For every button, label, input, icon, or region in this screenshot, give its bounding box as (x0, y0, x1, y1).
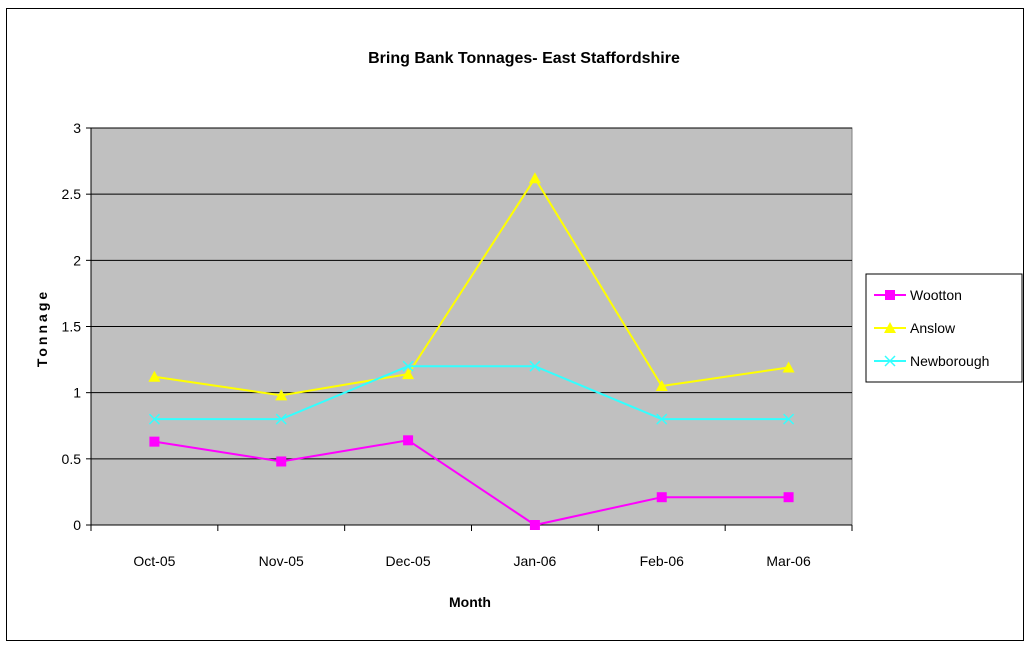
y-axis-title: Tonnage (34, 289, 50, 367)
chart-title: Bring Bank Tonnages- East Staffordshire (368, 50, 680, 67)
series-line-anslow (154, 176, 789, 397)
y-tick-label: 2 (73, 252, 81, 268)
x-tick-label: Mar-06 (766, 553, 811, 569)
x-axis-ticks: Oct-05 Nov-05 Dec-05 Jan-06 Feb-06 Mar-06 (90, 525, 853, 569)
data-point-anslow (402, 368, 415, 380)
series-line-newborough (154, 365, 789, 421)
legend-label: Newborough (910, 353, 989, 369)
series-newborough (148, 360, 795, 425)
data-point-wootton (276, 456, 287, 467)
x-tick-label: Dec-05 (386, 553, 431, 569)
data-point-newborough (275, 413, 287, 425)
y-tick-label: 1.5 (62, 319, 82, 335)
data-point-anslow (148, 370, 161, 382)
data-point-newborough (402, 360, 414, 372)
data-point-wootton (656, 492, 667, 503)
data-point-anslow (275, 389, 288, 401)
data-point-wootton (403, 435, 414, 446)
data-point-anslow (782, 361, 795, 373)
y-tick-label: 2.5 (62, 186, 82, 202)
legend-item-wootton: Wootton (874, 287, 962, 303)
data-point-newborough (656, 413, 668, 425)
legend-item-newborough: Newborough (874, 353, 989, 369)
x-axis-title: Month (449, 594, 491, 610)
data-point-wootton (149, 436, 160, 447)
data-point-wootton (529, 520, 540, 530)
legend-label: Anslow (910, 320, 956, 336)
y-tick-label: 0 (73, 517, 81, 533)
series-wootton (149, 435, 794, 530)
x-tick-label: Jan-06 (514, 553, 557, 569)
x-tick-label: Feb-06 (640, 553, 685, 569)
y-tick-label: 1 (73, 385, 81, 401)
series-anslow (148, 172, 795, 401)
data-point-newborough (783, 413, 795, 425)
series-layer (148, 172, 795, 530)
gridlines (91, 127, 852, 460)
data-point-anslow (528, 172, 541, 184)
legend-marker (884, 355, 896, 367)
y-tick-label: 3 (73, 120, 81, 136)
x-tick-label: Nov-05 (259, 553, 304, 569)
legend-marker (885, 290, 895, 300)
data-point-anslow (655, 380, 668, 392)
legend: Wootton Anslow Newborough (865, 273, 1023, 383)
x-tick-label: Oct-05 (133, 553, 175, 569)
legend-label: Wootton (910, 287, 962, 303)
legend-item-anslow: Anslow (874, 320, 956, 336)
data-point-newborough (529, 360, 541, 372)
y-axis-ticks: 0 0.5 1 1.5 2 2.5 3 (62, 120, 91, 533)
data-point-wootton (783, 492, 794, 503)
series-line-wootton (154, 439, 789, 527)
legend-marker (884, 322, 896, 333)
y-tick-label: 0.5 (62, 451, 82, 467)
data-point-newborough (148, 413, 160, 425)
